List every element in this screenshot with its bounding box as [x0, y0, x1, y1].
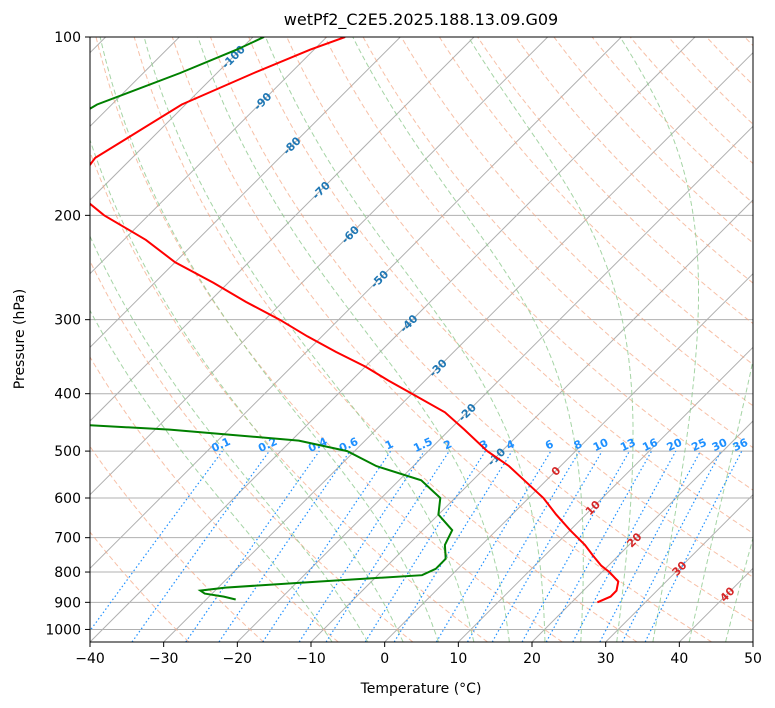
dry-adiabat-line	[133, 37, 638, 642]
moist-adiabat-line	[99, 37, 439, 642]
x-tick-label: 40	[670, 651, 688, 667]
isotherm-gridline	[384, 272, 753, 642]
y-tick-label: 400	[54, 387, 81, 403]
plot-area: 0.1 0.2 0.4 0.6 1 1.5 2 3 4 6 8 10 13 16 20 25 30 36-100-…	[90, 37, 753, 642]
mixing-ratio-line	[572, 450, 677, 642]
mixing-ratio-line	[185, 450, 320, 642]
dry-adiabat-line	[515, 37, 753, 284]
moist-adiabat-line	[90, 309, 333, 642]
y-tick-label: 300	[54, 313, 81, 329]
mixing-ratio-label: 10	[591, 436, 611, 454]
dry-adiabat-line	[210, 37, 753, 623]
mixing-ratio-label: 30	[710, 436, 730, 454]
x-tick-label: 30	[597, 651, 615, 667]
dry-adiabat-line	[90, 531, 190, 642]
y-tick-label: 100	[54, 30, 81, 46]
y-tick-label: 500	[54, 444, 81, 460]
mixing-ratio-label: 16	[640, 436, 660, 454]
dry-adiabat-line	[90, 150, 488, 642]
x-tick-label: 20	[523, 651, 541, 667]
mixing-ratio-line	[262, 450, 392, 642]
y-tick-label: 900	[54, 595, 81, 611]
mixing-ratio-line	[298, 450, 425, 642]
mixing-ratio-label: 20	[665, 436, 685, 454]
x-tick-label: −30	[149, 651, 179, 667]
isotherm-gridline	[236, 125, 753, 642]
mixing-ratio-line	[521, 450, 631, 642]
mixing-ratio-label: 13	[618, 436, 637, 454]
dry-adiabat-line	[324, 37, 753, 491]
dewpoint-line	[90, 37, 454, 601]
moist-adiabat-line	[265, 37, 546, 642]
moist-adiabat-line	[197, 37, 510, 642]
y-tick-label: 600	[54, 491, 81, 507]
x-tick-label: −10	[296, 651, 326, 667]
dry-adiabat-line	[171, 37, 712, 642]
isotherm-gridline	[605, 493, 753, 642]
moist-adiabat-line	[725, 536, 753, 642]
moist-adiabat-line	[619, 37, 699, 642]
isotherm-gridline	[90, 37, 696, 642]
mixing-ratio-line	[393, 450, 513, 642]
x-tick-label: 10	[449, 651, 467, 667]
isotherm-gridline	[752, 641, 753, 642]
mixing-ratio-line	[131, 450, 270, 642]
isotherm-gridline	[90, 37, 401, 349]
x-tick-label: 50	[744, 651, 762, 667]
isotherm-gridline	[457, 346, 753, 642]
y-tick-label: 700	[54, 531, 81, 547]
dry-adiabat-line	[95, 37, 563, 642]
dry-adiabat-line	[90, 356, 339, 642]
dry-adiabat-line	[248, 37, 753, 578]
chart-title: wetPf2_C2E5.2025.188.13.09.G09	[284, 10, 558, 30]
x-axis-label: Temperature (°C)	[360, 681, 482, 697]
isotherm-gridline	[90, 37, 328, 275]
mixing-ratio-label: 36	[731, 436, 751, 454]
isotherm-gridline	[531, 420, 753, 642]
y-tick-label: 200	[54, 208, 81, 224]
isotherm-gridline	[90, 37, 254, 201]
x-tick-label: −40	[75, 651, 105, 667]
x-tick-label: −20	[223, 651, 253, 667]
moist-adiabat-line	[90, 235, 369, 642]
dry-adiabat-line	[90, 445, 264, 642]
dry-adiabat-line	[90, 259, 414, 642]
moist-adiabat-line	[143, 37, 475, 642]
isotherm-gridline	[90, 37, 622, 570]
isotherm-gridline	[90, 37, 549, 496]
mixing-ratio-line	[218, 450, 351, 642]
plot-frame	[89, 36, 754, 643]
moist-adiabat-line	[90, 138, 404, 642]
temperature-line	[90, 37, 620, 604]
axes: −40 −30 −20 −10 0 10 20 30 40 50 100 200 300 400 500 60…	[45, 30, 762, 667]
y-tick-label: 800	[54, 565, 81, 581]
y-tick-label: 1000	[45, 622, 81, 638]
isotherm-gridline	[163, 51, 753, 642]
moist-adiabat-line	[352, 37, 584, 642]
x-tick-label: 0	[380, 651, 389, 667]
y-axis-label: Pressure (hPa)	[12, 289, 28, 389]
mixing-ratio-label: 25	[689, 436, 708, 454]
mixing-ratio-line	[325, 450, 450, 642]
moist-adiabat-line	[688, 358, 753, 642]
plot-background	[90, 37, 753, 642]
mixing-ratio-line	[644, 450, 743, 642]
mixing-ratio-line	[545, 450, 653, 642]
dry-adiabat-line	[438, 37, 753, 366]
isotherm-gridline	[90, 37, 475, 422]
dry-adiabat-line	[400, 37, 753, 407]
mixing-ratio-line	[90, 450, 223, 632]
